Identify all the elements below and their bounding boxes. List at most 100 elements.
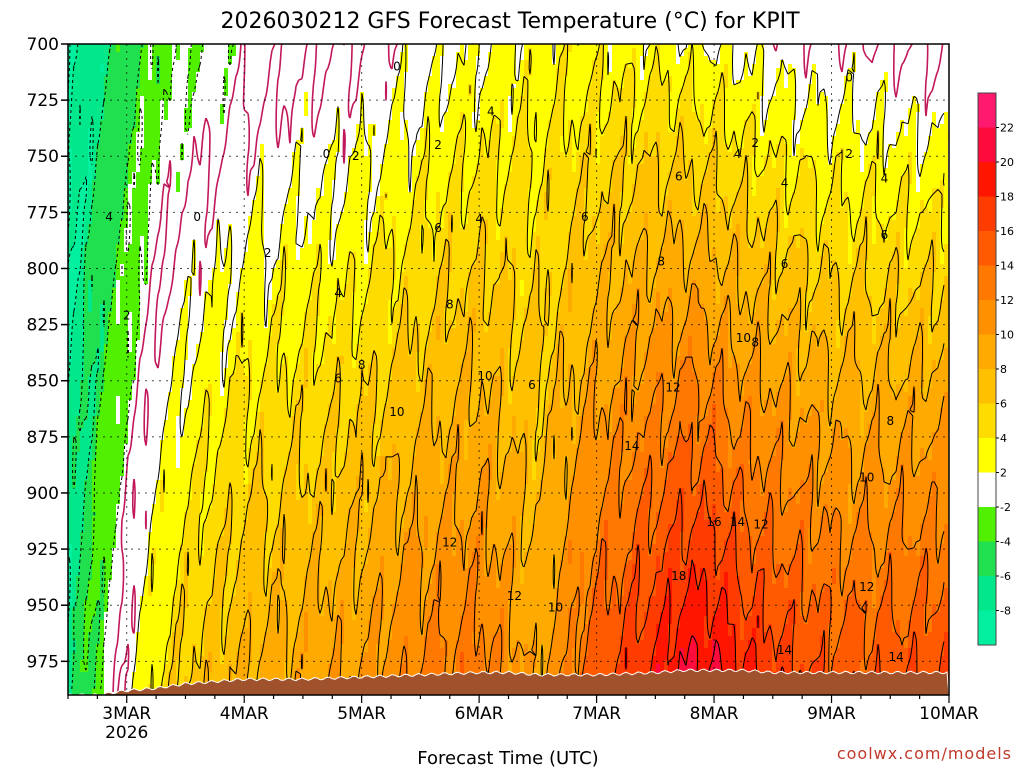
temperature-cell xyxy=(136,100,141,105)
temperature-cell xyxy=(148,232,153,237)
temperature-cell xyxy=(188,52,193,57)
temperature-cell xyxy=(92,452,97,457)
temperature-cell xyxy=(128,428,133,433)
temperature-cell xyxy=(108,72,113,77)
temperature-cell xyxy=(100,524,105,529)
temperature-cell xyxy=(164,632,169,637)
temperature-cell xyxy=(184,532,189,537)
temperature-cell xyxy=(140,364,145,369)
temperature-cell xyxy=(144,340,149,345)
temperature-cell xyxy=(124,452,129,457)
temperature-cell xyxy=(76,632,81,637)
temperature-cell xyxy=(156,112,161,117)
temperature-cell xyxy=(76,652,81,657)
temperature-cell xyxy=(100,292,105,297)
temperature-cell xyxy=(96,308,101,313)
temperature-cell xyxy=(160,332,165,337)
temperature-cell xyxy=(116,84,121,89)
temperature-cell xyxy=(164,428,169,433)
temperature-cell xyxy=(128,684,133,689)
temperature-cell xyxy=(172,512,177,517)
temperature-cell xyxy=(124,544,129,549)
temperature-cell xyxy=(172,660,177,665)
temperature-cell xyxy=(80,336,85,341)
temperature-cell xyxy=(72,148,77,153)
temperature-cell xyxy=(184,492,189,497)
temperature-cell xyxy=(152,52,157,57)
temperature-cell xyxy=(124,584,129,589)
temperature-cell xyxy=(140,600,145,605)
temperature-cell xyxy=(160,372,165,377)
temperature-cell xyxy=(104,504,109,509)
temperature-cell xyxy=(168,304,173,309)
temperature-cell xyxy=(116,52,121,57)
temperature-cell xyxy=(184,588,189,593)
temperature-cell xyxy=(116,376,121,381)
temperature-cell xyxy=(172,580,177,585)
temperature-cell xyxy=(96,440,101,445)
temperature-cell xyxy=(180,644,185,649)
temperature-cell xyxy=(76,484,81,489)
temperature-cell xyxy=(96,376,101,381)
temperature-cell xyxy=(164,444,169,449)
temperature-cell xyxy=(140,404,145,409)
temperature-cell xyxy=(128,540,133,545)
temperature-cell xyxy=(184,580,189,585)
temperature-cell xyxy=(92,536,97,541)
temperature-cell xyxy=(88,524,93,529)
temperature-cell xyxy=(124,80,129,85)
temperature-cell xyxy=(152,492,157,497)
temperature-cell xyxy=(108,320,113,325)
temperature-cell xyxy=(112,116,117,121)
temperature-cell xyxy=(156,376,161,381)
temperature-cell xyxy=(120,396,125,401)
temperature-cell xyxy=(104,304,109,309)
temperature-cell xyxy=(80,664,85,669)
temperature-cell xyxy=(176,44,181,49)
temperature-cell xyxy=(152,600,157,605)
temperature-cell xyxy=(104,568,109,573)
temperature-cell xyxy=(96,404,101,409)
temperature-cell xyxy=(144,576,149,581)
temperature-cell xyxy=(152,268,157,273)
temperature-cell xyxy=(100,552,105,557)
temperature-cell xyxy=(116,524,121,529)
temperature-cell xyxy=(84,120,89,125)
temperature-cell xyxy=(176,272,181,277)
temperature-cell xyxy=(180,328,185,333)
temperature-cell xyxy=(112,264,117,269)
temperature-cell xyxy=(132,264,137,269)
temperature-cell xyxy=(116,644,121,649)
temperature-cell xyxy=(176,124,181,129)
temperature-cell xyxy=(76,508,81,513)
temperature-cell xyxy=(132,352,137,357)
temperature-cell xyxy=(72,296,77,301)
temperature-cell xyxy=(148,248,153,253)
temperature-cell xyxy=(104,356,109,361)
temperature-cell xyxy=(88,664,93,669)
temperature-cell xyxy=(184,448,189,453)
temperature-cell xyxy=(84,496,89,501)
temperature-cell xyxy=(152,576,157,581)
temperature-cell xyxy=(156,420,161,425)
temperature-cell xyxy=(80,180,85,185)
temperature-cell xyxy=(148,120,153,125)
temperature-cell xyxy=(76,640,81,645)
temperature-cell xyxy=(164,680,169,685)
temperature-cell xyxy=(180,440,185,445)
temperature-cell xyxy=(120,88,125,93)
temperature-cell xyxy=(96,284,101,289)
temperature-cell xyxy=(68,476,73,481)
temperature-cell xyxy=(68,132,73,137)
temperature-cell xyxy=(108,88,113,93)
temperature-cell xyxy=(92,288,97,293)
temperature-cell xyxy=(96,336,101,341)
temperature-cell xyxy=(188,444,193,449)
temperature-cell xyxy=(144,180,149,185)
temperature-cell xyxy=(124,300,129,305)
temperature-cell xyxy=(92,348,97,353)
temperature-cell xyxy=(80,188,85,193)
temperature-cell xyxy=(84,264,89,269)
temperature-cell xyxy=(140,176,145,181)
temperature-cell xyxy=(116,264,121,269)
